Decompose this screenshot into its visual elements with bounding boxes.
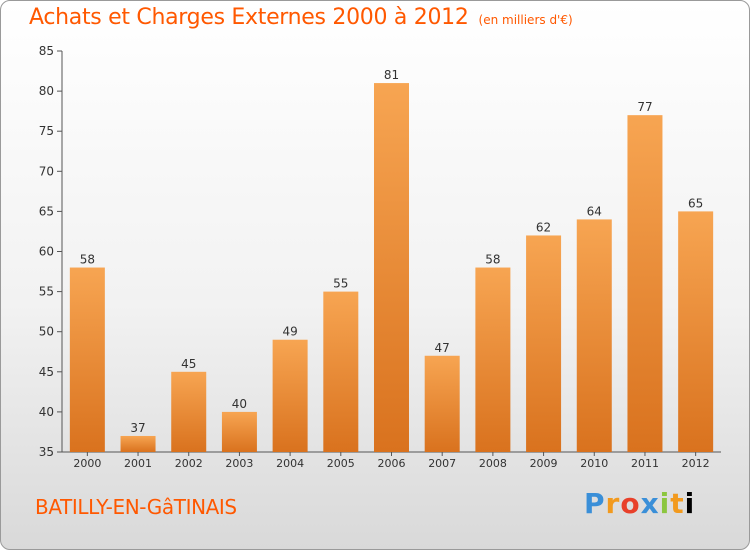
x-tick-label: 2011 xyxy=(631,457,659,470)
x-tick-label: 2005 xyxy=(327,457,355,470)
chart-data-labels: 58 37 45 40 49 55 81 47 58 62 64 77 65 xyxy=(80,68,704,435)
y-tick-label: 75 xyxy=(39,124,54,138)
data-label: 37 xyxy=(130,421,145,435)
y-tick-label: 80 xyxy=(39,84,54,98)
x-tick-label: 2009 xyxy=(530,457,558,470)
x-tick-label: 2000 xyxy=(73,457,101,470)
bar xyxy=(424,355,460,452)
data-label: 45 xyxy=(181,357,196,371)
x-tick-label: 2006 xyxy=(378,457,406,470)
data-label: 58 xyxy=(485,253,500,267)
bar xyxy=(526,235,562,452)
bar xyxy=(221,411,257,452)
x-tick-label: 2004 xyxy=(276,457,304,470)
x-tick-label: 2010 xyxy=(580,457,608,470)
bar xyxy=(171,371,207,452)
bar xyxy=(323,291,359,452)
data-label: 47 xyxy=(435,341,450,355)
bar xyxy=(272,339,308,452)
proxiti-logo: Proxiti xyxy=(584,487,696,520)
chart-title: Achats et Charges Externes 2000 à 2012 xyxy=(29,5,469,30)
x-tick-label: 2002 xyxy=(175,457,203,470)
y-tick-label: 45 xyxy=(39,365,54,379)
chart-subtitle: (en milliers d'€) xyxy=(478,13,573,27)
bar xyxy=(627,115,663,452)
commune-name: BATILLY-EN-GâTINAIS xyxy=(35,495,237,519)
x-tick-label: 2003 xyxy=(225,457,253,470)
y-tick-label: 35 xyxy=(39,445,54,459)
data-label: 62 xyxy=(536,220,551,234)
y-tick-label: 85 xyxy=(39,44,54,58)
x-tick-label: 2012 xyxy=(682,457,710,470)
y-tick-label: 40 xyxy=(39,405,54,419)
bar xyxy=(69,267,105,452)
bar xyxy=(576,219,612,452)
data-label: 55 xyxy=(333,277,348,291)
data-label: 49 xyxy=(282,325,297,339)
y-tick-label: 70 xyxy=(39,164,54,178)
bar xyxy=(120,435,156,452)
y-tick-label: 65 xyxy=(39,204,54,218)
bar xyxy=(475,267,511,452)
data-label: 81 xyxy=(384,68,399,82)
x-tick-label: 2001 xyxy=(124,457,152,470)
chart-bars xyxy=(69,83,714,452)
y-tick-label: 55 xyxy=(39,285,54,299)
chart-header: Achats et Charges Externes 2000 à 2012 (e… xyxy=(29,5,573,30)
y-tick-label: 60 xyxy=(39,245,54,259)
data-label: 65 xyxy=(688,196,703,210)
x-tick-label: 2007 xyxy=(428,457,456,470)
x-tick-label: 2008 xyxy=(479,457,507,470)
data-label: 64 xyxy=(587,204,602,218)
y-tick-label: 50 xyxy=(39,325,54,339)
bar xyxy=(374,83,409,452)
chart-axes: 35 40 45 50 55 60 65 70 75 80 85 2000 2001 2002 2003 20… xyxy=(39,44,721,470)
bar xyxy=(678,211,714,452)
data-label: 58 xyxy=(80,253,95,267)
data-label: 40 xyxy=(232,397,247,411)
data-label: 77 xyxy=(637,100,652,114)
